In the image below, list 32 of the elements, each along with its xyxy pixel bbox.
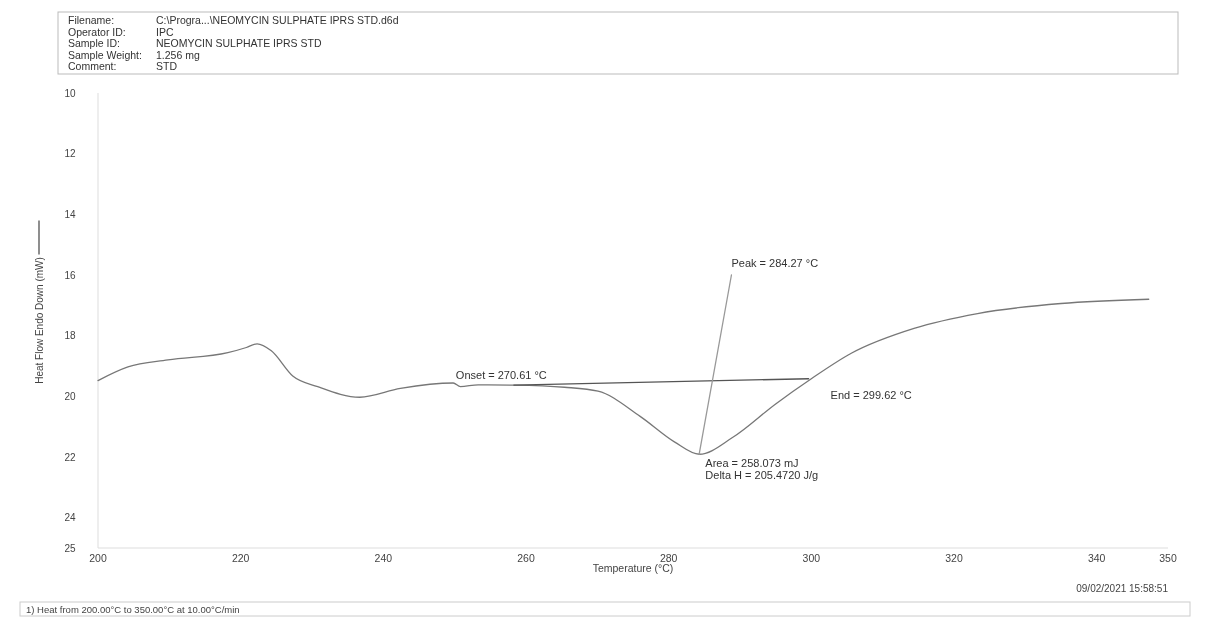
x-tick-label: 300 <box>802 552 821 564</box>
y-tick-label: 16 <box>64 269 76 281</box>
text: Sample Weight: 1.256 mg <box>68 48 200 61</box>
x-tick-label: 260 <box>517 552 535 564</box>
x-tick-label: 200 <box>89 552 107 564</box>
y-tick-label: 14 <box>64 208 76 220</box>
y-tick-label: 10 <box>64 87 76 99</box>
annotation: Delta H = 205.4720 J/g <box>705 469 819 482</box>
text: Filename: C:\Progra...\NEOMYCIN SULPHATE IPRS STD.d6d <box>68 14 399 26</box>
y-tick-label: 20 <box>64 390 76 402</box>
x-tick-label: 240 <box>374 552 393 564</box>
y-tick-label: 18 <box>64 330 76 342</box>
x-tick-label: 280 <box>659 552 678 564</box>
x-tick-label: 220 <box>231 552 250 564</box>
text: Comment: STD <box>68 60 177 72</box>
text: Operator ID: IPC <box>68 25 174 38</box>
annotation: Area = 258.073 mJ <box>705 457 799 470</box>
annotation: End = 299.62 °C <box>830 388 912 401</box>
text: Sample ID: NEOMYCIN SULPHATE IPRS STD <box>68 37 322 49</box>
y-tick-label: 22 <box>64 451 76 463</box>
x-tick-label: 340 <box>1087 552 1106 564</box>
y-axis-title: Heat Flow Endo Down (mW) <box>34 257 45 384</box>
x-axis-title: Temperature (°C) <box>592 562 674 574</box>
x-tick-label: 320 <box>945 552 963 564</box>
y-tick-label: 25 <box>64 542 76 554</box>
annotation: Peak = 284.27 °C <box>731 257 819 269</box>
y-tick-label: 24 <box>64 512 76 524</box>
text: 09/02/2021 15:58:51 <box>1076 583 1169 594</box>
y-tick-label: 12 <box>64 148 76 160</box>
annotation: Onset = 270.61 °C <box>455 369 547 382</box>
text: 1) Heat from 200.00°C to 350.00°C at 10.00°C/min <box>26 604 240 615</box>
x-tick-label: 350 <box>1159 552 1177 564</box>
